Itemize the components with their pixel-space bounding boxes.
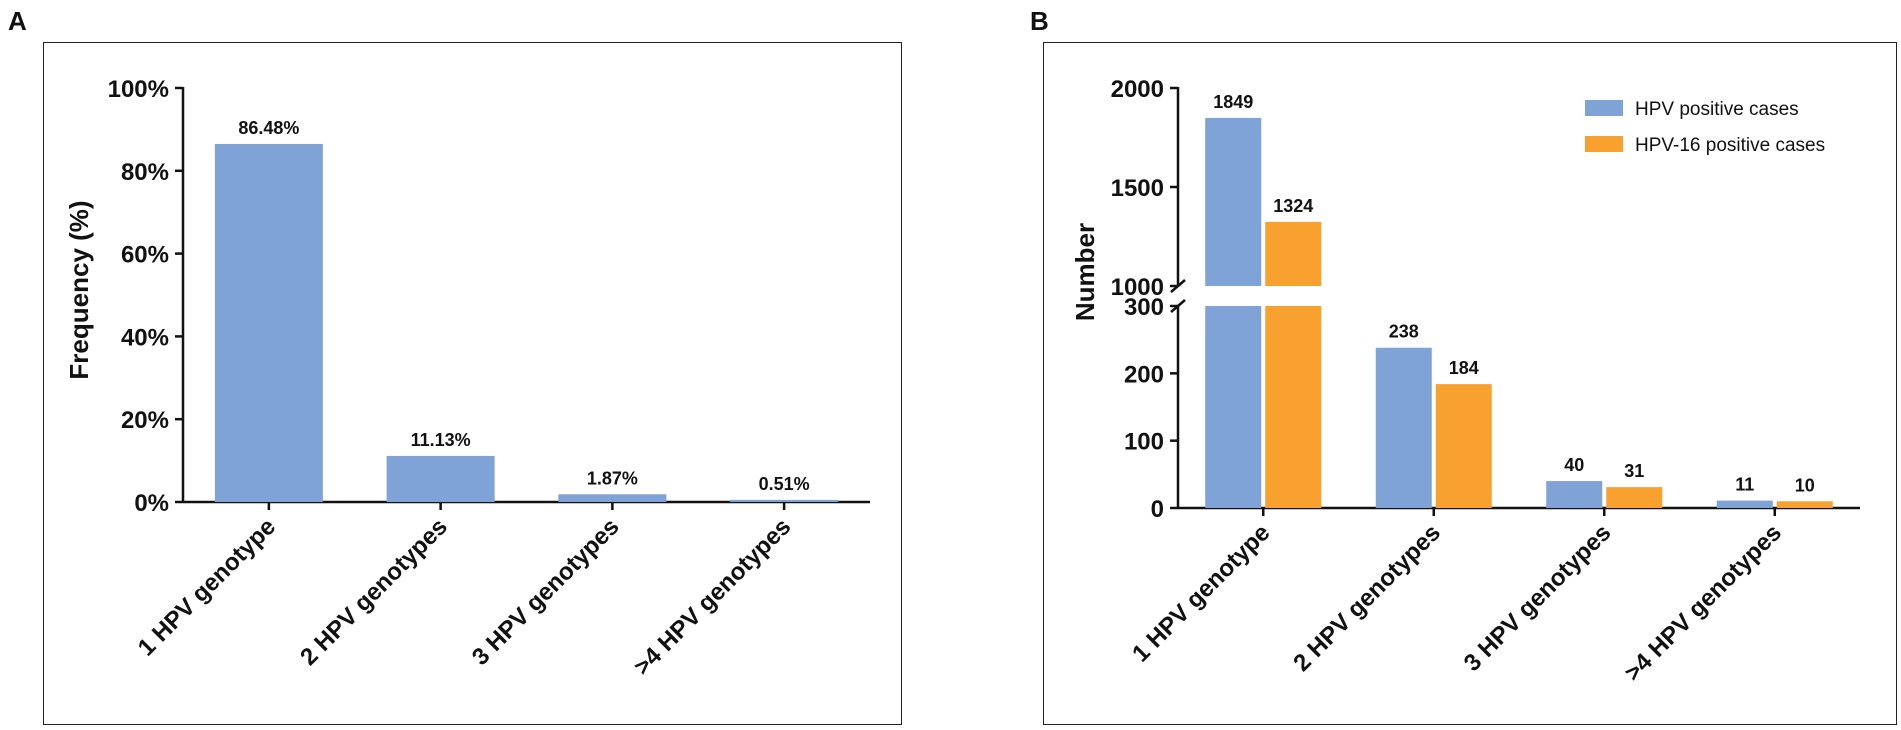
- bar: [1375, 347, 1432, 508]
- y-axis-title: Number: [1070, 223, 1100, 321]
- y-tick-label: 300: [1124, 294, 1164, 321]
- bar-value-label: 10: [1795, 475, 1815, 495]
- bar: [1205, 306, 1262, 508]
- bar: [1776, 501, 1833, 508]
- legend-swatch: [1585, 136, 1623, 152]
- bar-value-label: 184: [1449, 358, 1479, 378]
- y-tick-label: 1000: [1111, 274, 1164, 301]
- bar: [558, 494, 667, 502]
- bar: [1546, 481, 1603, 508]
- bar: [1265, 306, 1322, 508]
- panel-a-letter: A: [8, 6, 27, 36]
- x-tick-label: 2 HPV genotypes: [1288, 519, 1446, 677]
- legend-swatch: [1585, 100, 1623, 116]
- bar-value-label: 11.13%: [411, 430, 471, 450]
- y-tick-label: 0: [1151, 496, 1164, 523]
- y-tick-label: 1500: [1111, 175, 1164, 202]
- bar: [1435, 384, 1492, 508]
- bar: [1205, 117, 1262, 286]
- bar-value-label: 1324: [1273, 196, 1313, 216]
- panel-b-letter: B: [1030, 6, 1049, 36]
- bar-value-label: 0.51%: [759, 474, 810, 494]
- y-tick-label: 100: [1124, 429, 1164, 456]
- y-tick-label: 0%: [134, 490, 169, 517]
- bar: [386, 455, 495, 502]
- x-tick-label: >4 HPV genotypes: [1619, 519, 1787, 687]
- panel-a-frame: [43, 42, 902, 725]
- y-tick-label: 200: [1124, 361, 1164, 388]
- bar: [1606, 487, 1663, 508]
- y-tick-label: 40%: [121, 324, 169, 351]
- bar: [214, 143, 323, 503]
- bar-value-label: 238: [1389, 322, 1419, 342]
- y-tick-label: 20%: [121, 407, 169, 434]
- legend-label: HPV-16 positive cases: [1635, 135, 1825, 156]
- y-tick-label: 60%: [121, 242, 169, 269]
- bar: [1265, 221, 1322, 286]
- bar-value-label: 11: [1735, 475, 1754, 495]
- y-axis-title: Frequency (%): [64, 200, 94, 379]
- panel-b-frame: [1043, 42, 1897, 725]
- x-tick-label: 3 HPV genotypes: [1459, 519, 1617, 677]
- bar-value-label: 31: [1624, 461, 1644, 481]
- bar-value-label: 40: [1564, 455, 1584, 475]
- bar: [1716, 500, 1773, 508]
- legend-label: HPV positive cases: [1635, 99, 1799, 120]
- y-tick-label: 2000: [1111, 76, 1164, 103]
- bar-value-label: 86.48%: [238, 118, 299, 138]
- bar-value-label: 1.87%: [587, 468, 638, 488]
- bar-value-label: 1849: [1213, 92, 1253, 112]
- x-tick-label: 1 HPV genotype: [1127, 519, 1275, 667]
- bar: [730, 499, 839, 502]
- y-tick-label: 80%: [121, 159, 169, 186]
- y-tick-label: 100%: [108, 76, 169, 103]
